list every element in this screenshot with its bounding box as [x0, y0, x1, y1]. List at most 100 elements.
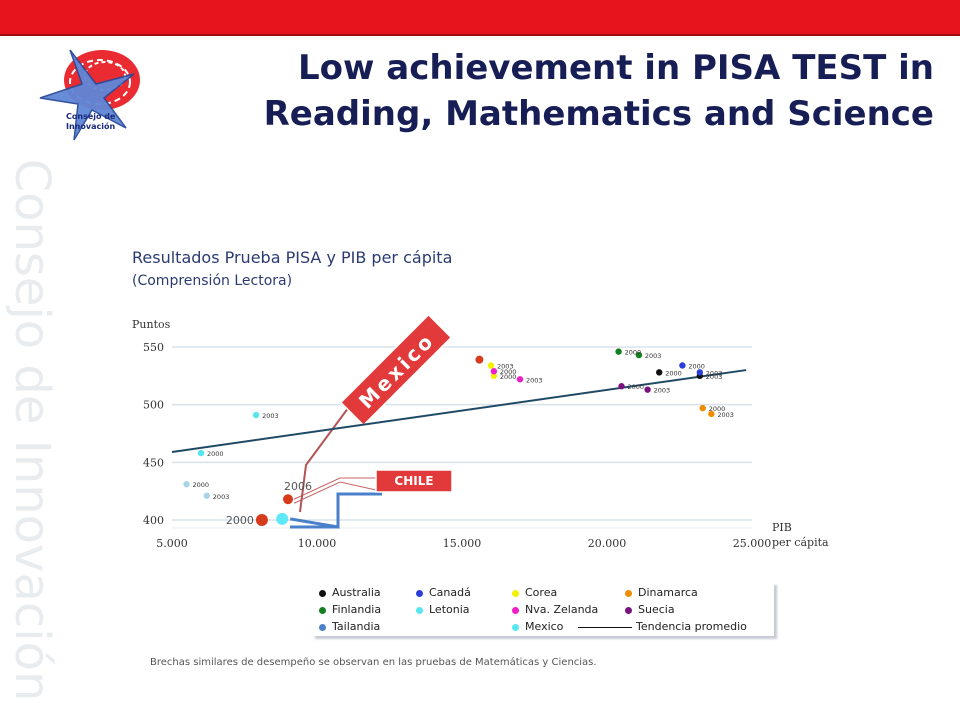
y-tick-label: 550 — [143, 341, 164, 354]
point-suecia-2003 — [644, 386, 651, 393]
chile-callout-box — [375, 469, 453, 493]
legend-dot — [625, 589, 632, 597]
mexico-connector — [299, 391, 361, 513]
point-label: 2000 — [193, 481, 210, 489]
trend-line — [171, 369, 747, 453]
legend-label: Canadá — [429, 586, 471, 599]
top-banner-rule — [0, 34, 960, 36]
point-label: 2003 — [706, 369, 723, 377]
legend-dot — [416, 606, 423, 614]
legend-label: Dinamarca — [638, 586, 698, 599]
legend-item: Suecia — [625, 603, 675, 616]
legend-dot — [512, 623, 519, 631]
point-label: 2003 — [497, 362, 514, 370]
point-letonia-2000 — [197, 449, 205, 457]
legend-dot — [319, 606, 326, 614]
trend-layer — [171, 369, 747, 453]
point-letonia-2003 — [252, 411, 260, 419]
point-australia-2000 — [656, 369, 663, 376]
point-label: 2000 — [207, 450, 224, 458]
plot-area — [172, 337, 752, 532]
point-label: 2000 — [500, 373, 517, 381]
point-suecia-2000 — [618, 383, 625, 390]
chart-subtitle: (Comprensión Lectora) — [132, 273, 293, 289]
point-finlandia-2000 — [615, 348, 622, 355]
point-chile-2006 — [283, 494, 293, 505]
legend-item: Letonia — [416, 603, 470, 616]
y-tick-label: 450 — [143, 456, 164, 469]
legend-label: Suecia — [638, 603, 675, 616]
point-corea-2000 — [490, 372, 498, 380]
point-label: 2000 — [628, 383, 645, 391]
point-label: 2000 — [500, 368, 517, 376]
legend-dot — [625, 606, 632, 614]
logo-text-line2: Innovación — [66, 122, 116, 131]
point-canad--2003 — [696, 369, 703, 376]
point-chile-2000 — [255, 514, 268, 526]
legend-dot — [319, 589, 326, 597]
point-label: 2000 — [688, 362, 705, 370]
legend-dot — [416, 589, 423, 597]
logo-text: Consejo de Innovación — [66, 112, 115, 132]
footnote: Brechas similares de desempeño se observ… — [150, 657, 597, 668]
x-tick-label: 25.000 — [733, 537, 772, 550]
legend-line — [578, 626, 632, 628]
point-canad--2000 — [679, 362, 686, 369]
page-title: Low achievement in PISA TEST in Reading,… — [180, 45, 934, 137]
point-corea-2003 — [487, 362, 495, 369]
point-layer — [183, 348, 715, 526]
legend-dot — [319, 623, 326, 631]
legend-label: Mexico — [525, 620, 564, 633]
x-tick-label: 20.000 — [588, 537, 627, 550]
point-label: 2003 — [213, 493, 230, 501]
grid-layer — [172, 337, 752, 532]
chart-title: Resultados Prueba PISA y PIB per cápita — [132, 248, 453, 267]
point-mexico-2006- — [276, 512, 289, 525]
x-tick-label: 15.000 — [443, 537, 482, 550]
legend-label: Corea — [525, 586, 558, 599]
legend-label: Tendencia promedio — [636, 620, 747, 633]
chile-callout-label: CHILE — [394, 474, 433, 488]
legend-item: Corea — [512, 586, 557, 599]
mexico-callout-box — [339, 313, 453, 427]
legend-item: Nva. Zelanda — [512, 603, 598, 616]
point-label: 2003 — [645, 352, 662, 360]
point-dinamarca-2000 — [699, 404, 706, 412]
y-tick-label: 500 — [143, 399, 164, 412]
legend-label: Finlandia — [332, 603, 382, 616]
legend-item: Tailandia — [319, 620, 380, 633]
chile-connector — [293, 477, 376, 500]
x-axis-title-line2: per cápita — [772, 536, 829, 549]
title-line2: Reading, Mathematics and Science — [263, 94, 934, 134]
legend-item: Dinamarca — [625, 586, 698, 599]
point-label: 2000 — [625, 349, 642, 357]
legend-label: Letonia — [429, 603, 470, 616]
chile-2000-label: 2000 — [226, 514, 254, 527]
chile-connector-2 — [293, 481, 377, 504]
chile-2006-label: 2006 — [284, 480, 312, 493]
x-tick-label: 5.000 — [156, 537, 188, 550]
logo-text-line1: Consejo de — [66, 112, 116, 121]
legend-dot — [512, 589, 519, 597]
legend-item: Finlandia — [319, 603, 381, 616]
point-finlandia-2003 — [635, 351, 643, 359]
logo-graphic — [39, 49, 140, 141]
legend-dot — [512, 606, 519, 614]
point-mexico-2003 — [203, 492, 210, 499]
x-axis-title-line1: PIB — [772, 521, 792, 534]
point-chile-2000- — [475, 355, 484, 364]
point-label: 2003 — [526, 376, 543, 384]
legend-item: Australia — [319, 586, 381, 599]
point-label: 2000 — [709, 405, 726, 413]
point-label: 2003 — [717, 411, 734, 419]
point-nva-zelanda-2003 — [516, 376, 524, 383]
legend-item: Mexico — [512, 620, 563, 633]
legend-label: Tailandia — [332, 620, 381, 633]
point-mexico-2000 — [183, 481, 190, 488]
legend-item: Tendencia promedio — [578, 620, 747, 633]
top-banner — [0, 0, 960, 34]
title-line1: Low achievement in PISA TEST in — [298, 48, 934, 88]
point-label: 2003 — [654, 387, 671, 395]
